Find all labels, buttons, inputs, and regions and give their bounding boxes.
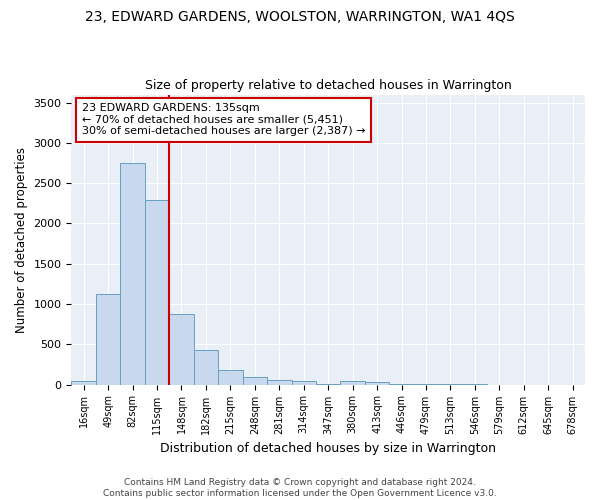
Bar [71, 380, 96, 384]
Bar [96, 294, 121, 384]
Bar [292, 382, 316, 384]
Bar [218, 370, 242, 384]
Text: Contains HM Land Registry data © Crown copyright and database right 2024.
Contai: Contains HM Land Registry data © Crown c… [103, 478, 497, 498]
Title: Size of property relative to detached houses in Warrington: Size of property relative to detached ho… [145, 79, 512, 92]
Bar [242, 378, 267, 384]
Y-axis label: Number of detached properties: Number of detached properties [15, 146, 28, 332]
Text: 23 EDWARD GARDENS: 135sqm
← 70% of detached houses are smaller (5,451)
30% of se: 23 EDWARD GARDENS: 135sqm ← 70% of detac… [82, 104, 365, 136]
Bar [340, 380, 365, 384]
Bar [145, 200, 169, 384]
Bar [194, 350, 218, 384]
Bar [267, 380, 292, 384]
Bar [169, 314, 194, 384]
Text: 23, EDWARD GARDENS, WOOLSTON, WARRINGTON, WA1 4QS: 23, EDWARD GARDENS, WOOLSTON, WARRINGTON… [85, 10, 515, 24]
Bar [121, 163, 145, 384]
X-axis label: Distribution of detached houses by size in Warrington: Distribution of detached houses by size … [160, 442, 496, 455]
Bar [365, 382, 389, 384]
